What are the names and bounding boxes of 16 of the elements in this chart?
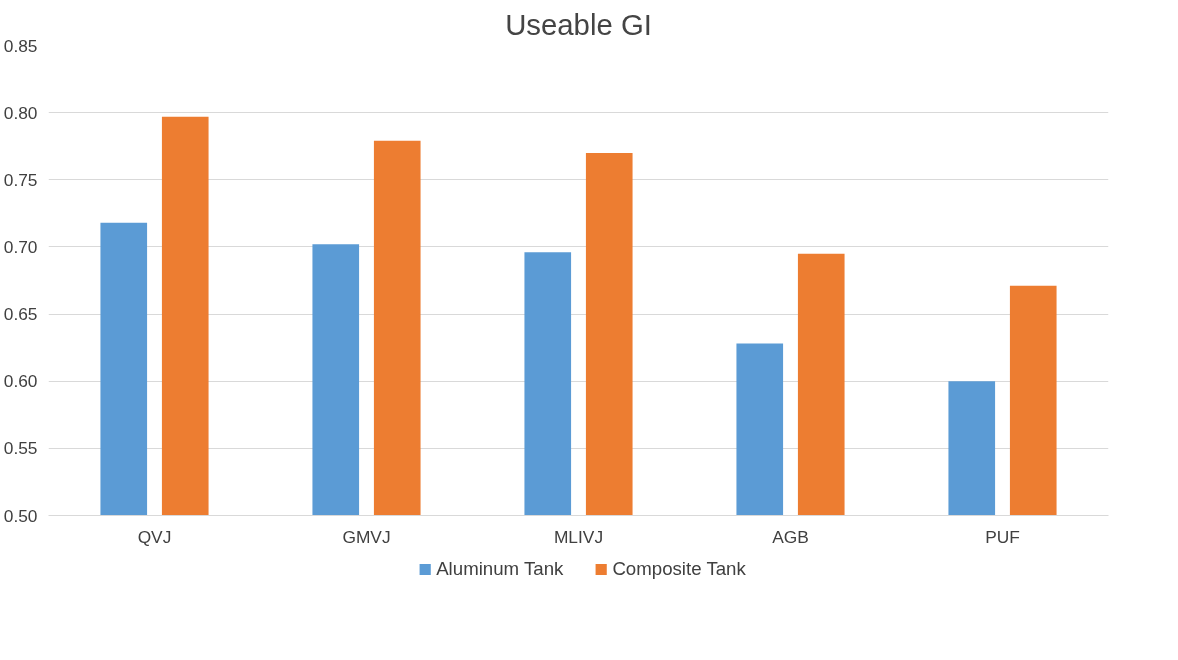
y-tick-label: 0.75 xyxy=(3,169,38,190)
x-tick-label: AGB xyxy=(772,526,809,547)
y-tick-label: 0.65 xyxy=(3,304,38,325)
legend-label: Aluminum Tank xyxy=(436,558,564,580)
x-tick-label: MLIVJ xyxy=(553,526,604,547)
y-tick-label: 0.85 xyxy=(3,35,38,56)
x-tick-label: PUF xyxy=(985,526,1020,547)
y-tick-label: 0.80 xyxy=(3,102,38,123)
y-tick-label: 0.70 xyxy=(3,236,38,257)
y-tick-label: 0.55 xyxy=(3,438,38,459)
chart-title: Useable GI xyxy=(505,7,652,41)
y-tick-label: 0.60 xyxy=(3,371,38,392)
legend-label: Composite Tank xyxy=(612,558,746,580)
y-tick-label: 0.50 xyxy=(3,505,38,526)
x-tick-label: GMVJ xyxy=(342,526,391,547)
x-tick-label: QVJ xyxy=(137,526,172,547)
